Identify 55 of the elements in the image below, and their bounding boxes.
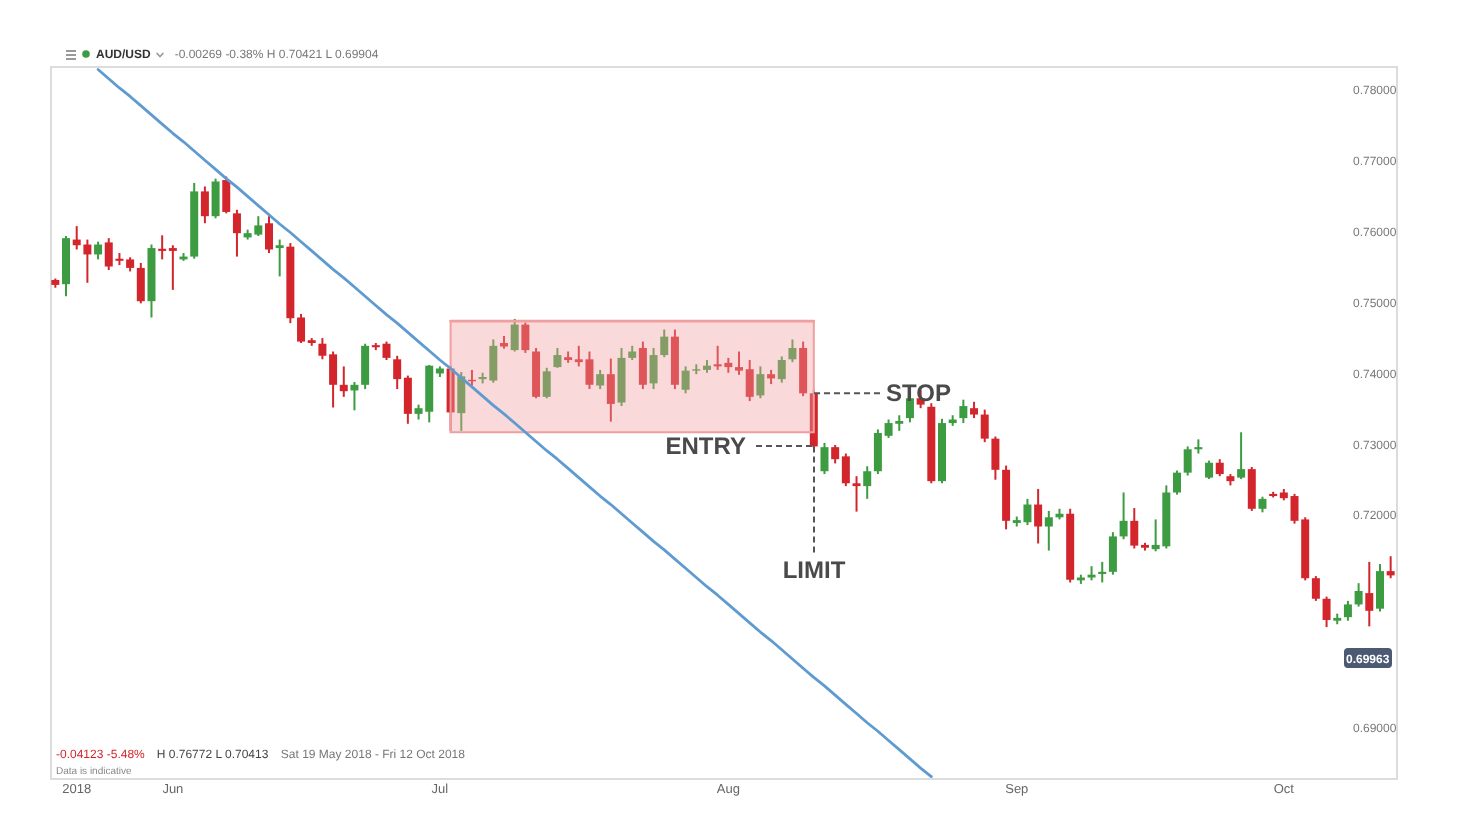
annotation: LIMIT <box>782 556 847 585</box>
candlestick <box>777 355 786 384</box>
candlestick <box>1247 465 1256 512</box>
candlestick <box>606 357 615 423</box>
candlestick <box>1375 563 1384 613</box>
candlestick <box>1343 599 1352 622</box>
candlestick <box>596 368 605 391</box>
candlestick <box>83 238 92 284</box>
annotation: ENTRY <box>665 432 746 460</box>
candlestick <box>788 338 797 364</box>
candlestick <box>660 328 669 359</box>
candlestick <box>1205 459 1214 481</box>
candlestick <box>510 317 519 353</box>
candlestick <box>1119 491 1128 541</box>
candlestick <box>361 342 370 391</box>
candlestick <box>446 364 455 432</box>
candlestick <box>200 185 209 225</box>
candlestick <box>264 215 273 255</box>
candlestick <box>457 371 466 432</box>
candlestick <box>1034 487 1043 545</box>
candlestick <box>1354 582 1363 608</box>
candlestick <box>1183 445 1192 477</box>
candlestick <box>649 346 658 391</box>
candlestick <box>542 366 551 400</box>
candlestick <box>1044 509 1053 552</box>
candlestick <box>339 365 348 398</box>
candlestick <box>1237 431 1246 481</box>
candlestick <box>1194 438 1203 455</box>
candlestick <box>553 346 562 369</box>
candlestick <box>275 238 284 278</box>
candlestick <box>62 235 71 298</box>
candlestick <box>1173 469 1182 496</box>
candlestick <box>1098 560 1107 584</box>
candlestick <box>1386 555 1395 580</box>
candlestick <box>1311 575 1320 602</box>
candlestick <box>1322 595 1331 629</box>
candlestick <box>232 208 241 258</box>
candlestick <box>532 346 541 400</box>
candlestick <box>211 177 220 220</box>
candlestick <box>863 465 872 500</box>
candlestick <box>521 321 530 354</box>
candlestick <box>681 365 690 395</box>
candlestick <box>852 475 861 513</box>
candlestick <box>980 408 989 444</box>
candlestick <box>1108 531 1117 576</box>
candlestick <box>756 365 765 400</box>
candlestick <box>136 261 145 305</box>
candlestick <box>959 398 968 425</box>
candlestick <box>638 340 647 391</box>
candlestick <box>799 340 808 398</box>
candlestick <box>991 435 1000 481</box>
candlestick <box>1365 560 1374 628</box>
candlestick <box>617 346 626 408</box>
candlestick <box>820 441 829 476</box>
annotation: STOP <box>886 379 951 408</box>
